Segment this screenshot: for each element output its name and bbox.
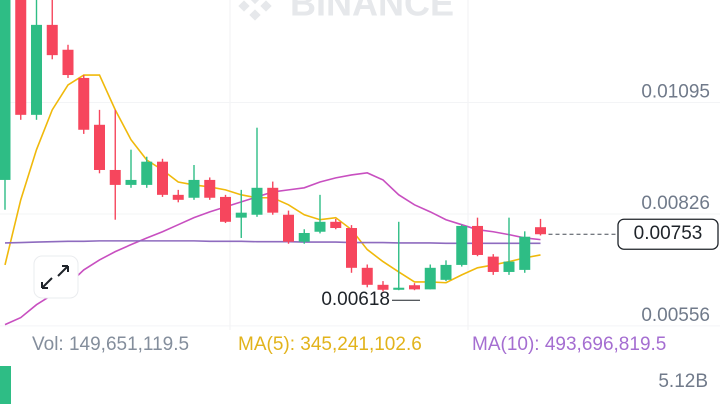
candle-body — [78, 77, 90, 130]
candle-body — [251, 187, 263, 215]
last-price-box — [617, 218, 719, 250]
candle-body — [172, 194, 184, 200]
candle-body — [15, 0, 27, 115]
volume-bar — [0, 366, 11, 404]
candle-body — [204, 179, 216, 198]
candle-body — [31, 24, 42, 115]
expand-button[interactable] — [33, 255, 79, 299]
candle-body — [125, 179, 137, 185]
expand-icon[interactable] — [41, 265, 69, 289]
candle-body — [535, 227, 546, 235]
candle-body — [283, 214, 294, 242]
candle-body — [472, 225, 483, 255]
candle-body — [141, 161, 153, 185]
candle-body — [94, 124, 105, 170]
candle-body — [109, 169, 121, 185]
last-price-label: 0.00753 — [634, 223, 703, 244]
y-tick-label: 0.00826 — [641, 193, 710, 214]
candle-body — [361, 267, 373, 285]
low-annotation: 0.00618 — [321, 289, 390, 310]
candle-body — [456, 225, 468, 265]
watermark: BINANCE — [290, 0, 454, 24]
candle-body — [393, 287, 405, 290]
candle-body — [46, 24, 58, 56]
expand-button-bg[interactable] — [33, 255, 79, 299]
candle-body — [503, 261, 515, 272]
candle-body — [62, 49, 74, 76]
candle-body — [440, 264, 452, 280]
y-tick-label: 0.01095 — [641, 81, 710, 102]
ma-line — [4, 240, 541, 245]
candle-body — [519, 236, 531, 270]
candle-body — [267, 187, 279, 213]
watermark-logo — [238, 0, 272, 21]
volume-legend: Vol: 149,651,119.5 — [32, 334, 189, 355]
candle-body — [220, 196, 231, 222]
volume-legend: MA(10): 493,696,819.5 — [472, 334, 666, 355]
candle-body — [377, 284, 389, 290]
candle-body — [157, 161, 168, 195]
candle-body — [314, 221, 326, 232]
candle-body — [0, 0, 11, 180]
candle-body — [188, 179, 200, 198]
candle-body — [235, 212, 247, 218]
volume-legend: MA(5): 345,241,102.6 — [238, 334, 422, 355]
y-tick-label: 0.00556 — [641, 305, 710, 326]
candle-body — [487, 256, 499, 272]
candle-body — [298, 232, 310, 242]
plot: 0.00556 0.00826 0.01095 0.00753 0.00618 — [0, 0, 720, 327]
volume-axis-label: 5.12B — [658, 371, 708, 392]
candle-body — [346, 228, 357, 268]
candle-body — [330, 221, 342, 229]
candle-body — [409, 285, 420, 290]
candle-body — [424, 267, 436, 290]
